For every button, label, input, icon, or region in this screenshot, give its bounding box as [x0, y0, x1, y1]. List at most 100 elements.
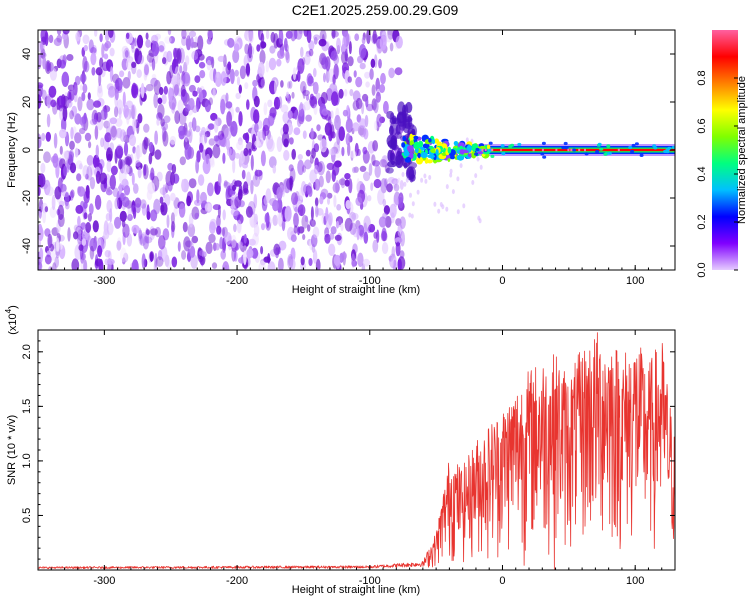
spectrogram-noise-blob: [164, 36, 172, 44]
spectrogram-noise-blob: [399, 180, 404, 190]
spectrogram-noise-blob: [191, 235, 199, 244]
spectrogram-noise-blob: [109, 117, 118, 125]
spectrogram-noise-blob: [211, 262, 218, 269]
spectrogram-noise-blob: [351, 253, 356, 268]
spectrogram-noise-blob: [154, 46, 160, 55]
spectrogram-noise-blob: [327, 192, 333, 199]
spectrogram-noise-blob: [53, 132, 58, 149]
spectrogram-noise-blob: [342, 36, 347, 53]
spectrogram-noise-blob: [385, 34, 393, 43]
spectrogram-noise-blob: [94, 30, 98, 37]
tone-blob: [427, 154, 435, 159]
snr-y-tick-label: 2.0: [21, 344, 33, 359]
spectrogram-noise-blob: [246, 171, 252, 187]
spectrogram-noise-blob: [51, 194, 56, 211]
spectrogram-noise-blob: [134, 147, 141, 163]
tone-blob: [428, 138, 432, 143]
spectrogram-noise-blob: [153, 198, 161, 215]
spectrogram-noise-blob: [186, 195, 192, 207]
spectrogram-faint-blob: [462, 203, 466, 209]
spectrogram-noise-blob: [238, 84, 242, 94]
spectrogram-noise-blob: [338, 88, 344, 99]
spectrogram-noise-blob: [44, 206, 49, 213]
spectrogram-noise-blob: [130, 104, 137, 120]
spectrogram-noise-blob: [333, 194, 337, 208]
spectrogram-noise-blob: [118, 107, 122, 120]
spectrogram-noise-blob: [73, 231, 79, 240]
spectrogram-noise-blob: [166, 214, 170, 229]
spectrogram-noise-blob: [259, 49, 266, 65]
spectrogram-noise-blob: [384, 216, 392, 228]
spectrogram-noise-blob: [75, 204, 84, 214]
spectrogram-faint-blob: [416, 189, 420, 195]
spectrogram-noise-blob: [333, 254, 341, 266]
spectrogram-noise-blob: [147, 182, 156, 194]
spectrogram-noise-blob: [248, 30, 253, 42]
spectrogram-x-tick-label: 100: [626, 275, 644, 287]
spectrogram-noise-blob: [297, 159, 305, 176]
spectrogram-noise-blob: [83, 201, 88, 209]
spectrogram-noise-blob: [230, 68, 235, 85]
spectrogram-noise-blob: [109, 208, 113, 223]
spectrogram-noise-blob: [179, 156, 186, 166]
spectrogram-noise-blob: [207, 123, 215, 130]
tone-edge-blob: [541, 141, 546, 145]
tone-edge-blob: [603, 152, 608, 156]
spectrogram-noise-blob: [103, 53, 109, 60]
spectrogram-noise-blob: [171, 221, 176, 233]
spectrogram-x-tick-label: -100: [359, 275, 381, 287]
tone-blob: [402, 135, 407, 142]
spectrogram-noise-blob: [378, 216, 387, 228]
tone-peak: [567, 148, 570, 152]
spectrogram-noise-blob: [380, 230, 388, 242]
spectrogram-noise-blob: [251, 247, 259, 259]
spectrogram-noise-blob: [110, 165, 118, 176]
spectrogram-x-tick-label: -300: [93, 275, 115, 287]
spectrogram-noise-blob: [128, 134, 137, 147]
spectrogram-noise-blob: [177, 241, 181, 252]
spectrogram-noise-blob: [284, 208, 289, 223]
spectrogram-noise-blob: [141, 253, 146, 269]
spectrogram-noise-blob: [270, 31, 276, 43]
spectrogram-noise-blob: [145, 32, 149, 40]
spectrogram-noise-blob: [276, 212, 284, 226]
spectrogram-noise-blob: [358, 44, 367, 59]
spectrogram-noise-blob: [315, 205, 319, 218]
spectrogram-noise-blob: [77, 96, 83, 112]
spectrogram-faint-blob: [410, 213, 414, 219]
spectrogram-noise-blob: [300, 181, 307, 196]
spectrogram-noise-blob: [45, 131, 51, 142]
spectrogram-noise-blob: [330, 50, 338, 61]
spectrogram-noise-blob: [166, 259, 171, 270]
spectrogram-noise-blob: [248, 42, 253, 59]
spectrogram-x-tick-label: -200: [226, 275, 248, 287]
spectrogram-noise-blob: [125, 32, 130, 39]
spectrogram-noise-blob: [170, 99, 176, 114]
spectrogram-noise-blob: [355, 97, 363, 110]
tone-edge-blob: [501, 151, 506, 156]
spectrogram-noise-blob: [225, 101, 233, 109]
spectrogram-noise-blob: [272, 165, 277, 174]
spectrogram-noise-blob: [325, 69, 330, 83]
spectrogram-noise-blob: [110, 125, 117, 138]
spectrogram-noise-blob: [56, 219, 61, 234]
spectrogram-noise-blob: [368, 163, 373, 176]
spectrogram-noise-blob: [340, 50, 349, 65]
spectrogram-noise-blob: [199, 142, 204, 153]
spectrogram-noise-blob: [205, 153, 211, 168]
spectrogram-noise-blob: [389, 203, 397, 218]
spectrogram-noise-blob: [287, 254, 294, 269]
spectrogram-noise-blob: [109, 47, 115, 57]
spectrogram-noise-blob: [223, 180, 228, 187]
spectrogram-faint-blob: [451, 189, 455, 195]
spectrogram-noise-blob: [303, 101, 311, 111]
spectrogram-noise-blob: [74, 147, 79, 158]
spectrogram-noise-blob: [293, 212, 299, 228]
spectrogram-noise-blob: [289, 258, 296, 270]
spectrogram-noise-blob: [246, 99, 250, 110]
spectrogram-noise-blob: [165, 182, 169, 194]
spectrogram-noise-blob: [114, 89, 119, 101]
spectrogram-noise-blob: [155, 256, 164, 267]
spectrogram-noise-blob: [293, 127, 301, 136]
spectrogram-noise-blob: [41, 89, 47, 100]
